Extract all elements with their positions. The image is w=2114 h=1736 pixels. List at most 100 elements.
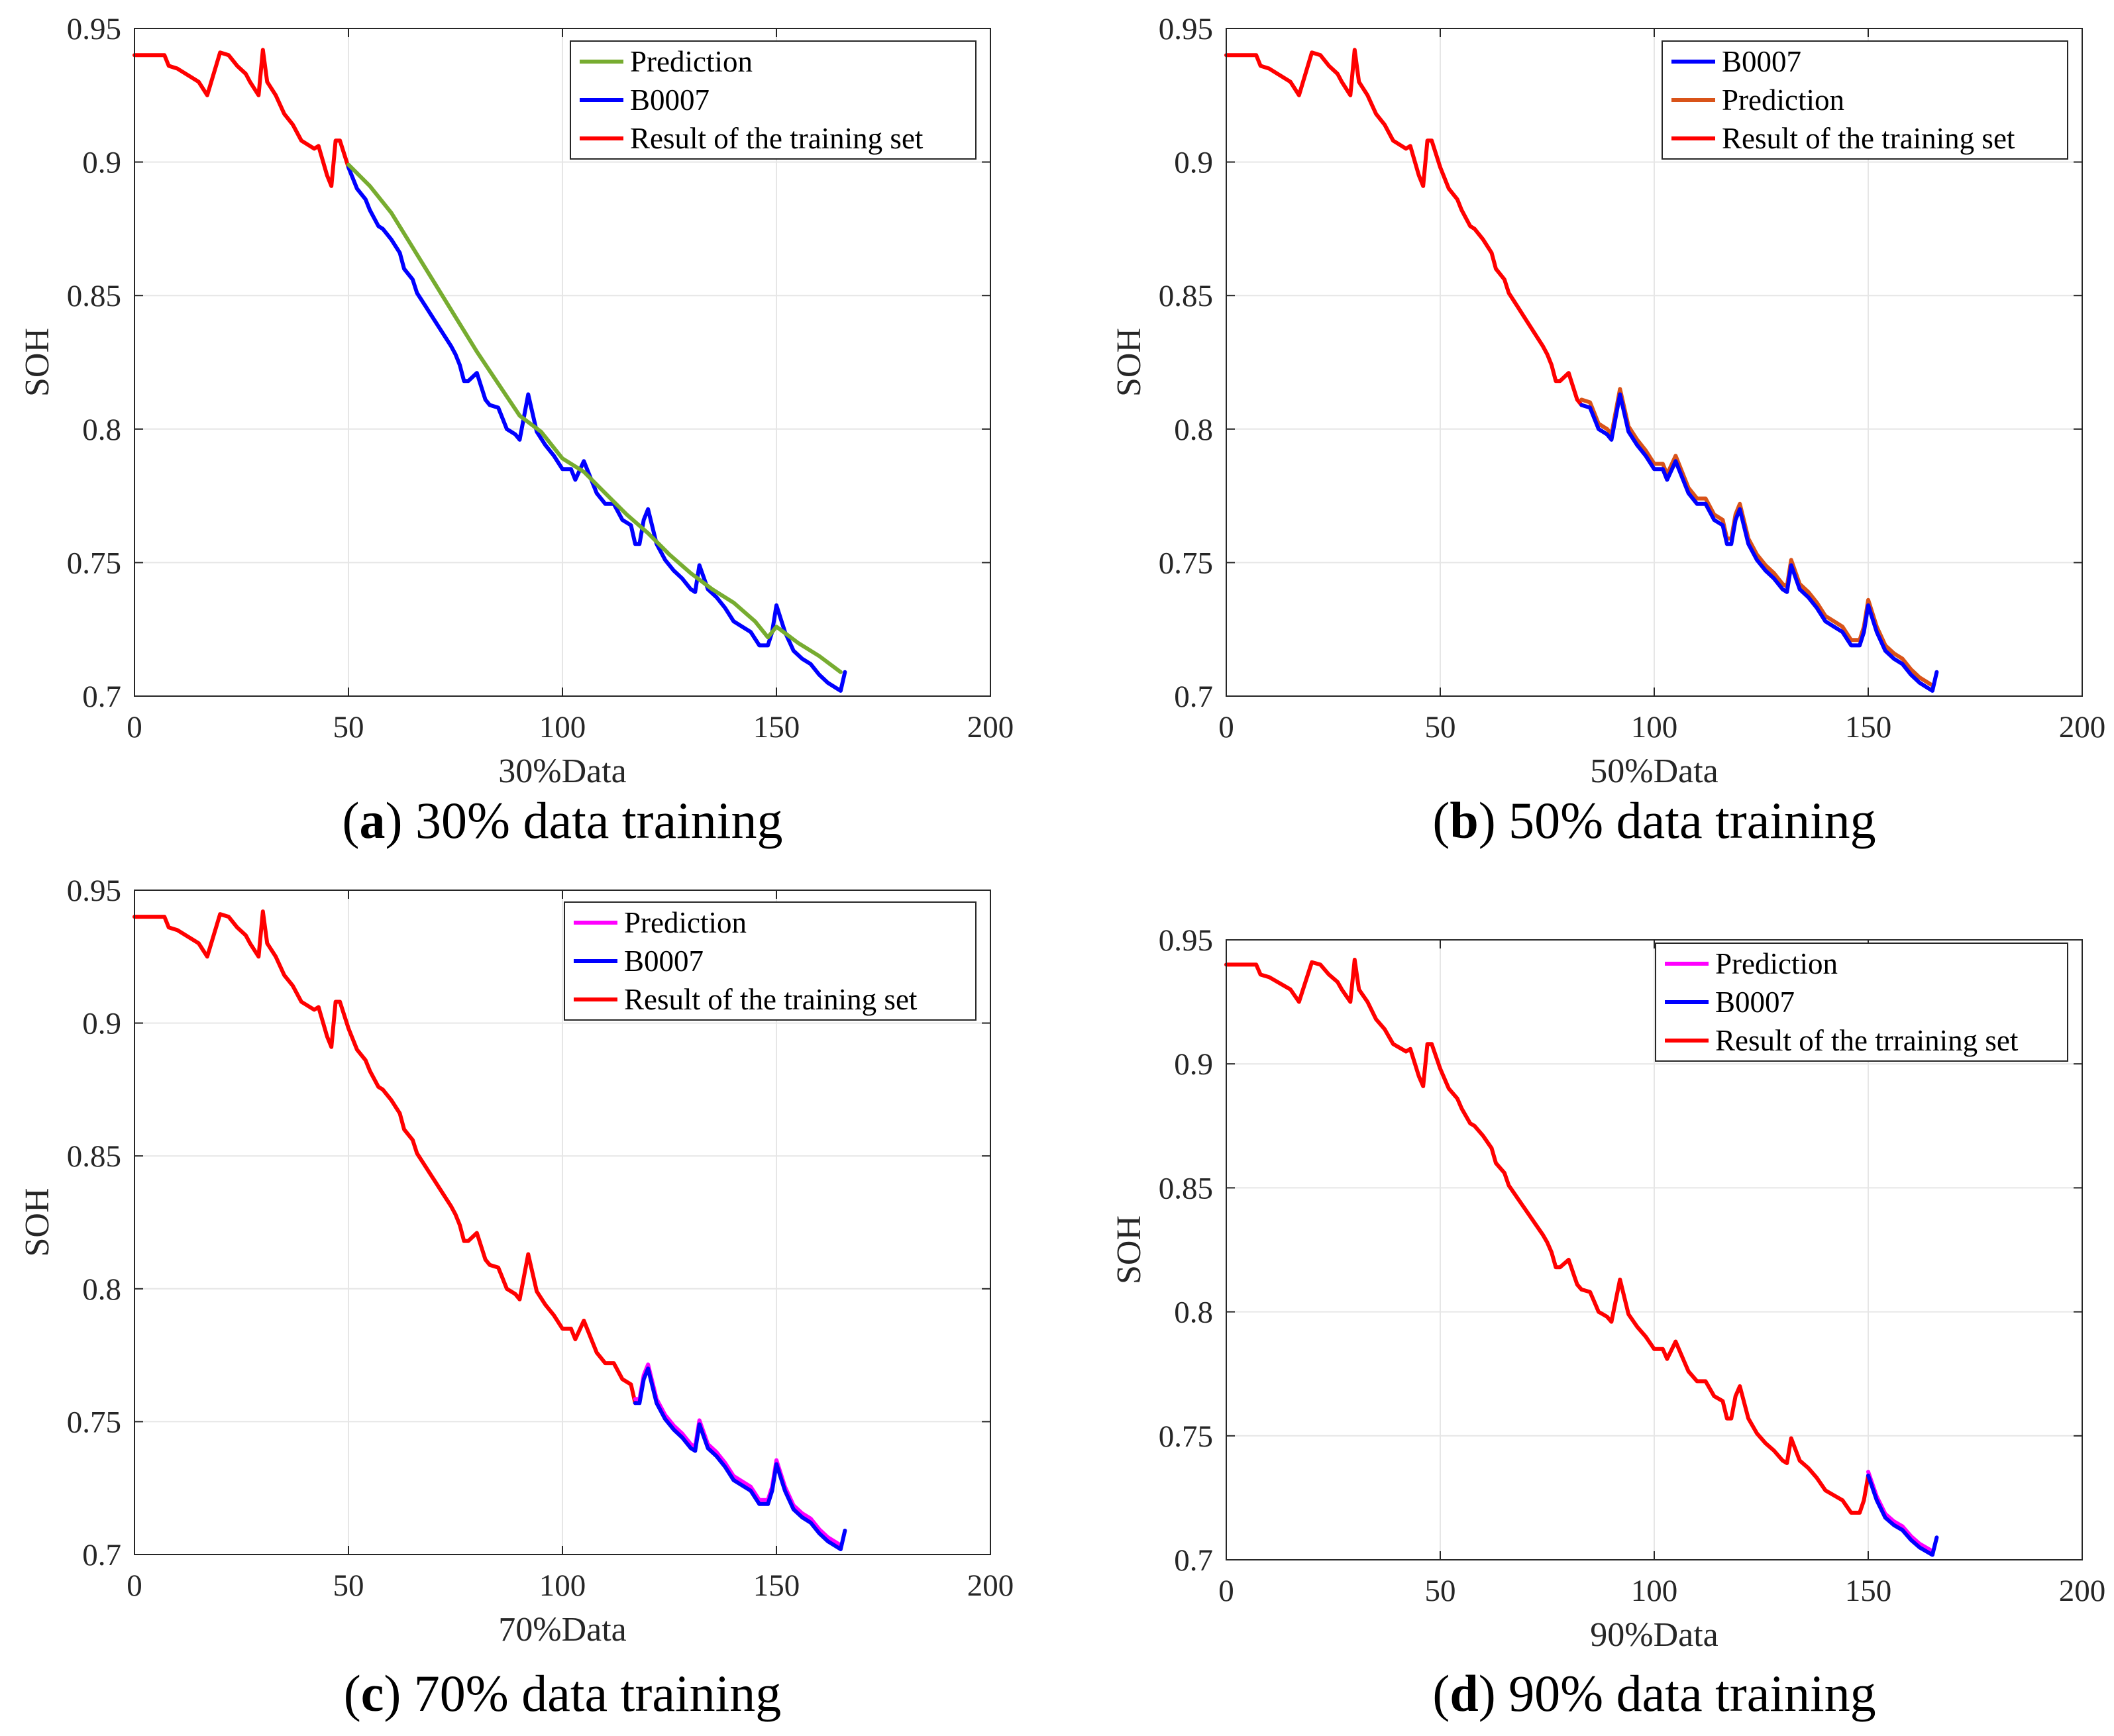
x-tick-label: 150 — [753, 710, 800, 744]
caption-letter: a — [360, 791, 386, 849]
x-tick-label: 0 — [1218, 1574, 1234, 1608]
x-tick-label: 100 — [539, 1568, 586, 1603]
legend: Prediction B0007 Result of the training se… — [564, 901, 977, 1021]
legend-label: Result of the training set — [1722, 122, 2015, 155]
series-line-b0007 — [1579, 392, 1939, 693]
x-tick-label: 0 — [1218, 710, 1234, 744]
series-line-result-of-the-training-set — [132, 909, 637, 1405]
legend-label: Prediction — [624, 906, 747, 939]
y-tick-label: 0.8 — [82, 413, 121, 447]
y-tick-label: 0.8 — [82, 1272, 121, 1307]
x-tick-label: 150 — [1845, 710, 1892, 744]
caption-text: ) 90% data training — [1479, 1664, 1876, 1722]
legend: Prediction B0007 Result of the trraining s… — [1655, 943, 2068, 1062]
series-line-result-of-the-training-set — [132, 48, 350, 188]
series-line-result-of-the-training-set — [1224, 48, 1584, 407]
legend-label: Prediction — [630, 45, 753, 78]
caption-letter: d — [1450, 1664, 1478, 1722]
legend-box — [564, 901, 977, 1021]
series-line-b0007 — [346, 165, 847, 693]
y-tick-label: 0.75 — [67, 1405, 121, 1439]
y-tick-label: 0.7 — [82, 1538, 121, 1572]
legend: Prediction B0007 Result of the training se… — [570, 40, 977, 160]
x-axis-label: 70%Data — [498, 1611, 626, 1649]
x-tick-label: 0 — [127, 710, 142, 744]
y-tick-label: 0.8 — [1174, 1296, 1213, 1330]
x-axis-label: 50%Data — [1590, 752, 1718, 790]
x-tick-label: 200 — [2059, 710, 2106, 744]
y-tick-label: 0.95 — [67, 12, 121, 46]
caption-letter: c — [361, 1664, 384, 1722]
legend-label: Prediction — [1722, 83, 1844, 117]
y-tick-label: 0.9 — [82, 146, 121, 180]
x-axis-label: 90%Data — [1590, 1616, 1718, 1654]
y-tick-label: 0.7 — [1174, 680, 1213, 714]
x-tick-label: 200 — [967, 1568, 1014, 1603]
chart-panel-d: 0 50 100 150 200 0.7 0.75 0.8 0.85 0.9 0.95 90%Data… — [1110, 923, 2105, 1722]
legend-label: B0007 — [1722, 45, 1801, 78]
caption-letter: b — [1450, 791, 1478, 849]
y-axis-label: SOH — [19, 328, 56, 397]
legend-label: Result of the trraining set — [1715, 1024, 2019, 1057]
y-tick-label: 0.75 — [67, 546, 121, 580]
x-tick-label: 50 — [333, 710, 364, 744]
x-tick-label: 100 — [1631, 710, 1678, 744]
x-tick-label: 0 — [127, 1568, 142, 1603]
y-tick-label: 0.75 — [1159, 1419, 1213, 1454]
legend-box — [570, 40, 977, 160]
legend-label: Prediction — [1715, 947, 1838, 980]
chart-panel-c: 0 50 100 150 200 0.7 0.75 0.8 0.85 0.9 0.95 70%Data… — [19, 874, 1014, 1722]
panel-caption: (d) 90% data training — [1432, 1664, 1876, 1722]
caption-text: ) 50% data training — [1479, 791, 1876, 849]
y-tick-label: 0.85 — [67, 279, 121, 313]
y-axis-label: SOH — [19, 1188, 56, 1256]
y-tick-label: 0.9 — [82, 1007, 121, 1041]
chart-panel-a: 0 50 100 150 200 0.7 0.75 0.8 0.85 0.9 0.95 30%Data… — [19, 12, 1014, 849]
x-tick-label: 200 — [967, 710, 1014, 744]
caption-text: ) 70% data training — [384, 1664, 781, 1722]
caption-text: ) 30% data training — [386, 791, 783, 849]
caption-open-paren: ( — [344, 1664, 361, 1722]
y-tick-label: 0.7 — [82, 680, 121, 714]
panel-caption: (c) 70% data training — [344, 1664, 782, 1722]
y-tick-label: 0.7 — [1174, 1543, 1213, 1578]
legend-box — [1662, 40, 2068, 160]
y-tick-label: 0.85 — [1159, 1171, 1213, 1205]
y-tick-label: 0.95 — [67, 874, 121, 908]
y-tick-label: 0.9 — [1174, 1047, 1213, 1082]
y-tick-label: 0.95 — [1159, 923, 1213, 958]
x-tick-label: 50 — [1425, 710, 1456, 744]
series-line-b0007 — [633, 1366, 847, 1551]
y-tick-label: 0.85 — [1159, 279, 1213, 313]
legend-label: B0007 — [624, 945, 704, 978]
y-tick-label: 0.9 — [1174, 146, 1213, 180]
x-tick-label: 150 — [1845, 1574, 1892, 1608]
y-tick-label: 0.75 — [1159, 546, 1213, 580]
panel-caption: (b) 50% data training — [1432, 791, 1876, 849]
y-axis-label: SOH — [1110, 328, 1148, 397]
y-tick-label: 0.8 — [1174, 413, 1213, 447]
legend-label: Result of the training set — [630, 122, 924, 155]
chart-panel-b: 0 50 100 150 200 0.7 0.75 0.8 0.85 0.9 0.95 50%Data… — [1110, 12, 2105, 849]
caption-open-paren: ( — [1432, 1664, 1450, 1722]
legend-label: B0007 — [630, 83, 710, 117]
series-line-prediction — [346, 162, 843, 674]
series-line-b0007 — [1866, 1473, 1939, 1557]
x-tick-label: 100 — [539, 710, 586, 744]
x-tick-label: 50 — [333, 1568, 364, 1603]
legend-box — [1655, 943, 2068, 1062]
y-tick-label: 0.95 — [1159, 12, 1213, 46]
caption-open-paren: ( — [343, 791, 360, 849]
legend-label: Result of the training set — [624, 983, 918, 1016]
x-tick-label: 50 — [1425, 1574, 1456, 1608]
x-axis-label: 30%Data — [498, 752, 626, 790]
x-tick-label: 200 — [2059, 1574, 2106, 1608]
x-tick-label: 100 — [1631, 1574, 1678, 1608]
y-tick-label: 0.85 — [67, 1139, 121, 1174]
y-axis-label: SOH — [1110, 1215, 1148, 1284]
series-line-result-of-the-trraining-set — [1224, 958, 1870, 1515]
x-tick-label: 150 — [753, 1568, 800, 1603]
legend-label: B0007 — [1715, 986, 1795, 1019]
caption-open-paren: ( — [1432, 791, 1450, 849]
